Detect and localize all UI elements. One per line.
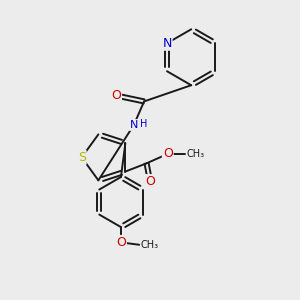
Text: CH₃: CH₃ xyxy=(187,149,205,159)
Text: O: O xyxy=(116,236,126,249)
Text: S: S xyxy=(78,151,86,164)
Text: H: H xyxy=(140,119,147,129)
Text: N: N xyxy=(162,37,172,50)
Text: N: N xyxy=(130,120,138,130)
Text: O: O xyxy=(163,147,173,161)
Text: O: O xyxy=(145,175,155,188)
Text: CH₃: CH₃ xyxy=(141,240,159,250)
Text: O: O xyxy=(111,89,121,102)
